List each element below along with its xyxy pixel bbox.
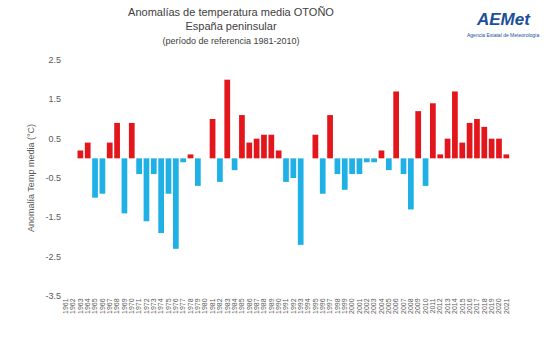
svg-text:1977: 1977	[179, 298, 186, 314]
svg-text:1971: 1971	[135, 298, 142, 314]
svg-text:1987: 1987	[253, 298, 260, 314]
svg-text:2003: 2003	[370, 298, 377, 314]
svg-text:Anomalías de temperatura media: Anomalías de temperatura media OTOÑOEspa…	[128, 6, 334, 47]
svg-text:Anomalía Temp media (°C): Anomalía Temp media (°C)	[26, 124, 36, 232]
svg-text:2016: 2016	[466, 298, 473, 314]
svg-text:1986: 1986	[246, 298, 253, 314]
svg-text:1998: 1998	[334, 298, 341, 314]
svg-text:1963: 1963	[77, 298, 84, 314]
svg-text:2018: 2018	[481, 298, 488, 314]
svg-text:1997: 1997	[326, 298, 333, 314]
svg-text:1991: 1991	[282, 298, 289, 314]
svg-text:1984: 1984	[231, 298, 238, 314]
svg-text:1974: 1974	[157, 298, 164, 314]
svg-text:2007: 2007	[400, 298, 407, 314]
svg-text:1966: 1966	[99, 298, 106, 314]
svg-text:2008: 2008	[407, 298, 414, 314]
svg-text:1982: 1982	[216, 298, 223, 314]
svg-text:1965: 1965	[91, 298, 98, 314]
svg-text:1.5: 1.5	[48, 94, 61, 104]
svg-text:2021: 2021	[503, 298, 510, 314]
svg-text:0.5: 0.5	[48, 134, 61, 144]
svg-text:2005: 2005	[385, 298, 392, 314]
svg-text:2009: 2009	[414, 298, 421, 314]
svg-text:1990: 1990	[275, 298, 282, 314]
svg-text:1993: 1993	[297, 298, 304, 314]
svg-text:AEMet: AEMet	[476, 10, 531, 29]
svg-text:-0.5: -0.5	[45, 173, 61, 183]
svg-text:2012: 2012	[437, 298, 444, 314]
svg-text:1973: 1973	[150, 298, 157, 314]
svg-text:2014: 2014	[451, 298, 458, 314]
svg-text:2017: 2017	[473, 298, 480, 314]
svg-text:-3.5: -3.5	[45, 291, 61, 301]
svg-text:2015: 2015	[459, 298, 466, 314]
svg-text:1981: 1981	[209, 298, 216, 314]
svg-text:1999: 1999	[341, 298, 348, 314]
svg-text:2013: 2013	[444, 298, 451, 314]
svg-text:2000: 2000	[348, 298, 355, 314]
svg-text:1978: 1978	[187, 298, 194, 314]
svg-text:2002: 2002	[363, 298, 370, 314]
svg-text:1996: 1996	[319, 298, 326, 314]
svg-text:1979: 1979	[194, 298, 201, 314]
svg-text:1970: 1970	[128, 298, 135, 314]
svg-text:1975: 1975	[165, 298, 172, 314]
svg-text:1994: 1994	[304, 298, 311, 314]
svg-text:Agencia Estatal de Meteorologí: Agencia Estatal de Meteorología	[467, 32, 539, 38]
svg-text:2011: 2011	[429, 298, 436, 313]
svg-text:2010: 2010	[422, 298, 429, 314]
svg-text:1968: 1968	[113, 298, 120, 314]
svg-text:-2.5: -2.5	[45, 252, 61, 262]
svg-text:1964: 1964	[84, 298, 91, 314]
svg-text:2001: 2001	[356, 298, 363, 314]
svg-text:1962: 1962	[69, 298, 76, 314]
svg-text:-1.5: -1.5	[45, 212, 61, 222]
svg-text:1961: 1961	[62, 298, 69, 314]
svg-text:1988: 1988	[260, 298, 267, 314]
svg-text:2006: 2006	[392, 298, 399, 314]
svg-text:1969: 1969	[121, 298, 128, 314]
svg-text:2004: 2004	[378, 298, 385, 314]
svg-text:2.5: 2.5	[48, 55, 61, 65]
svg-text:1980: 1980	[201, 298, 208, 314]
svg-text:1976: 1976	[172, 298, 179, 314]
svg-text:2020: 2020	[495, 298, 502, 314]
svg-text:1992: 1992	[290, 298, 297, 314]
svg-text:1989: 1989	[268, 298, 275, 314]
svg-text:1983: 1983	[224, 298, 231, 314]
svg-text:1967: 1967	[106, 298, 113, 314]
svg-text:2019: 2019	[488, 298, 495, 314]
svg-text:1972: 1972	[143, 298, 150, 314]
svg-text:1995: 1995	[312, 298, 319, 314]
svg-text:1985: 1985	[238, 298, 245, 314]
